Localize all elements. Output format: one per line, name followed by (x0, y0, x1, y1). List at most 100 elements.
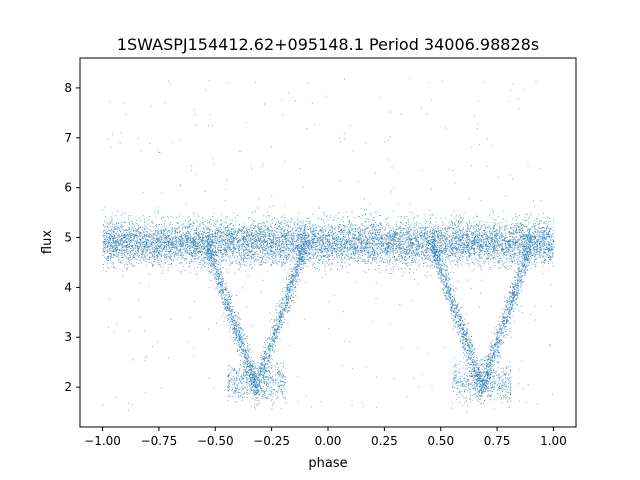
data-point (385, 235, 387, 237)
data-point (510, 258, 512, 260)
data-point (419, 227, 421, 229)
data-point (351, 241, 353, 242)
data-point (317, 239, 319, 241)
data-point (229, 260, 231, 262)
data-point (362, 230, 364, 232)
data-point (348, 221, 350, 223)
data-point (401, 241, 403, 242)
data-point (506, 246, 508, 248)
data-point (237, 231, 239, 233)
data-point (127, 253, 129, 254)
data-point (322, 243, 324, 244)
data-point (146, 231, 147, 232)
data-point (520, 251, 521, 253)
data-point (230, 223, 232, 224)
data-point (262, 239, 264, 241)
data-point (145, 239, 147, 241)
data-point (158, 259, 160, 261)
data-point (285, 262, 287, 263)
data-point (207, 222, 208, 224)
data-point (399, 239, 401, 241)
data-point (542, 240, 544, 242)
data-point (487, 237, 489, 238)
data-point (353, 255, 355, 256)
data-point (536, 252, 538, 254)
data-point (185, 252, 187, 254)
data-point (367, 257, 369, 259)
data-point (296, 245, 298, 247)
data-point (338, 256, 340, 258)
data-point (537, 245, 538, 247)
data-point (533, 248, 535, 249)
data-point (347, 216, 349, 218)
data-point (221, 234, 223, 236)
data-point (512, 241, 514, 243)
data-point (371, 229, 373, 230)
data-point (262, 234, 264, 236)
data-point (490, 233, 492, 235)
data-point (307, 243, 309, 245)
data-point (432, 245, 433, 247)
data-point (235, 220, 237, 222)
data-point (246, 244, 248, 245)
data-point (396, 221, 398, 223)
data-point (192, 238, 194, 240)
data-point (308, 240, 310, 242)
data-point (249, 257, 250, 259)
data-point (410, 246, 411, 248)
data-point (129, 243, 131, 245)
data-point (526, 248, 528, 250)
data-point (435, 230, 437, 232)
data-point (397, 266, 399, 268)
data-point (284, 269, 286, 271)
data-point (516, 241, 518, 243)
data-point (383, 249, 385, 251)
data-point (187, 237, 189, 239)
data-point (511, 256, 512, 258)
data-point (498, 260, 500, 262)
data-point (546, 228, 548, 230)
data-point (271, 243, 273, 245)
data-point (203, 221, 204, 223)
data-point (370, 253, 372, 255)
data-point (244, 265, 246, 267)
data-point (243, 252, 244, 254)
data-point (473, 243, 475, 245)
data-point (354, 258, 356, 259)
data-point (109, 241, 111, 243)
data-point (289, 254, 291, 256)
data-point (531, 241, 533, 243)
data-point (431, 249, 433, 250)
data-point (209, 238, 211, 240)
data-point (552, 221, 554, 223)
data-point (377, 249, 379, 251)
data-point (249, 264, 251, 266)
data-point (328, 234, 330, 235)
data-point (407, 242, 409, 244)
data-point (119, 250, 120, 252)
data-point (230, 241, 231, 243)
data-point (118, 240, 120, 242)
data-point (289, 245, 291, 247)
data-point (122, 256, 124, 258)
data-point (453, 228, 455, 230)
data-point (109, 254, 111, 256)
data-point (387, 261, 388, 263)
data-point (394, 256, 395, 258)
data-point (441, 225, 443, 226)
data-point (342, 244, 344, 246)
data-point (263, 221, 264, 223)
data-point (455, 229, 457, 231)
data-point (511, 224, 512, 225)
data-point (250, 238, 252, 240)
data-point (459, 230, 461, 232)
data-point (231, 253, 233, 255)
data-point (394, 234, 395, 236)
data-point (522, 254, 523, 256)
data-point (392, 240, 394, 241)
data-point (534, 245, 536, 247)
data-point (396, 246, 398, 248)
data-point (493, 211, 494, 213)
data-point (199, 251, 200, 253)
data-point (131, 263, 132, 265)
